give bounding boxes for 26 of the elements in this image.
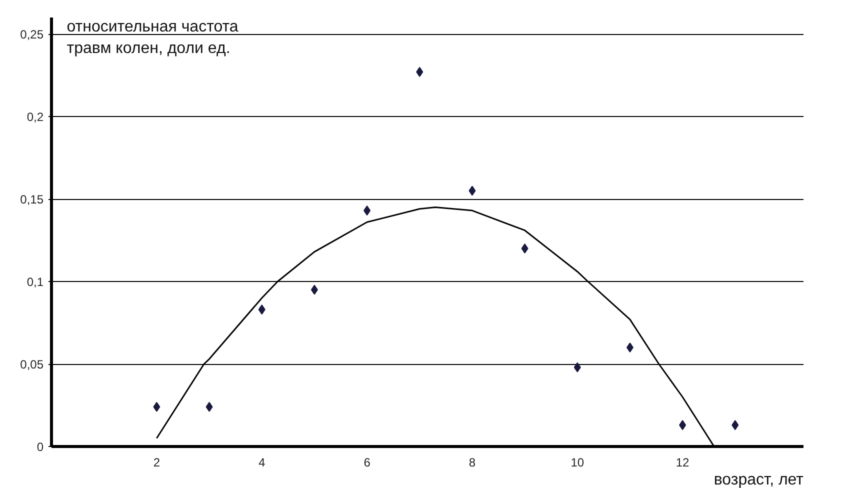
point xyxy=(258,304,266,315)
point xyxy=(206,402,213,412)
x-axis-title: возраст, лет xyxy=(714,472,804,488)
point xyxy=(468,186,476,196)
point xyxy=(364,206,371,216)
y-axis-title: относительная частота травм колен, доли ед. xyxy=(66,18,238,57)
point xyxy=(679,420,686,430)
point xyxy=(416,66,424,77)
point xyxy=(521,244,528,254)
x-tick-label: 12 xyxy=(676,456,690,470)
y-tick-label: 0,2 xyxy=(26,110,44,124)
y-tick-label: 0,15 xyxy=(20,192,44,206)
point xyxy=(153,402,160,412)
x-tick-label: 10 xyxy=(570,456,584,470)
x-tick-label: 2 xyxy=(153,456,160,470)
x-tick-label: 6 xyxy=(364,456,371,470)
point xyxy=(574,362,581,372)
y-tick-label: 0 xyxy=(36,440,44,454)
y-tick-label: 0,25 xyxy=(20,28,44,42)
y-tick-label: 0,05 xyxy=(20,358,44,372)
x-tick-label: 8 xyxy=(468,456,476,470)
y-tick-label: 0,1 xyxy=(26,275,44,289)
x-tick-label: 4 xyxy=(258,456,266,470)
point xyxy=(310,284,318,295)
point xyxy=(626,342,634,352)
point xyxy=(732,420,739,430)
